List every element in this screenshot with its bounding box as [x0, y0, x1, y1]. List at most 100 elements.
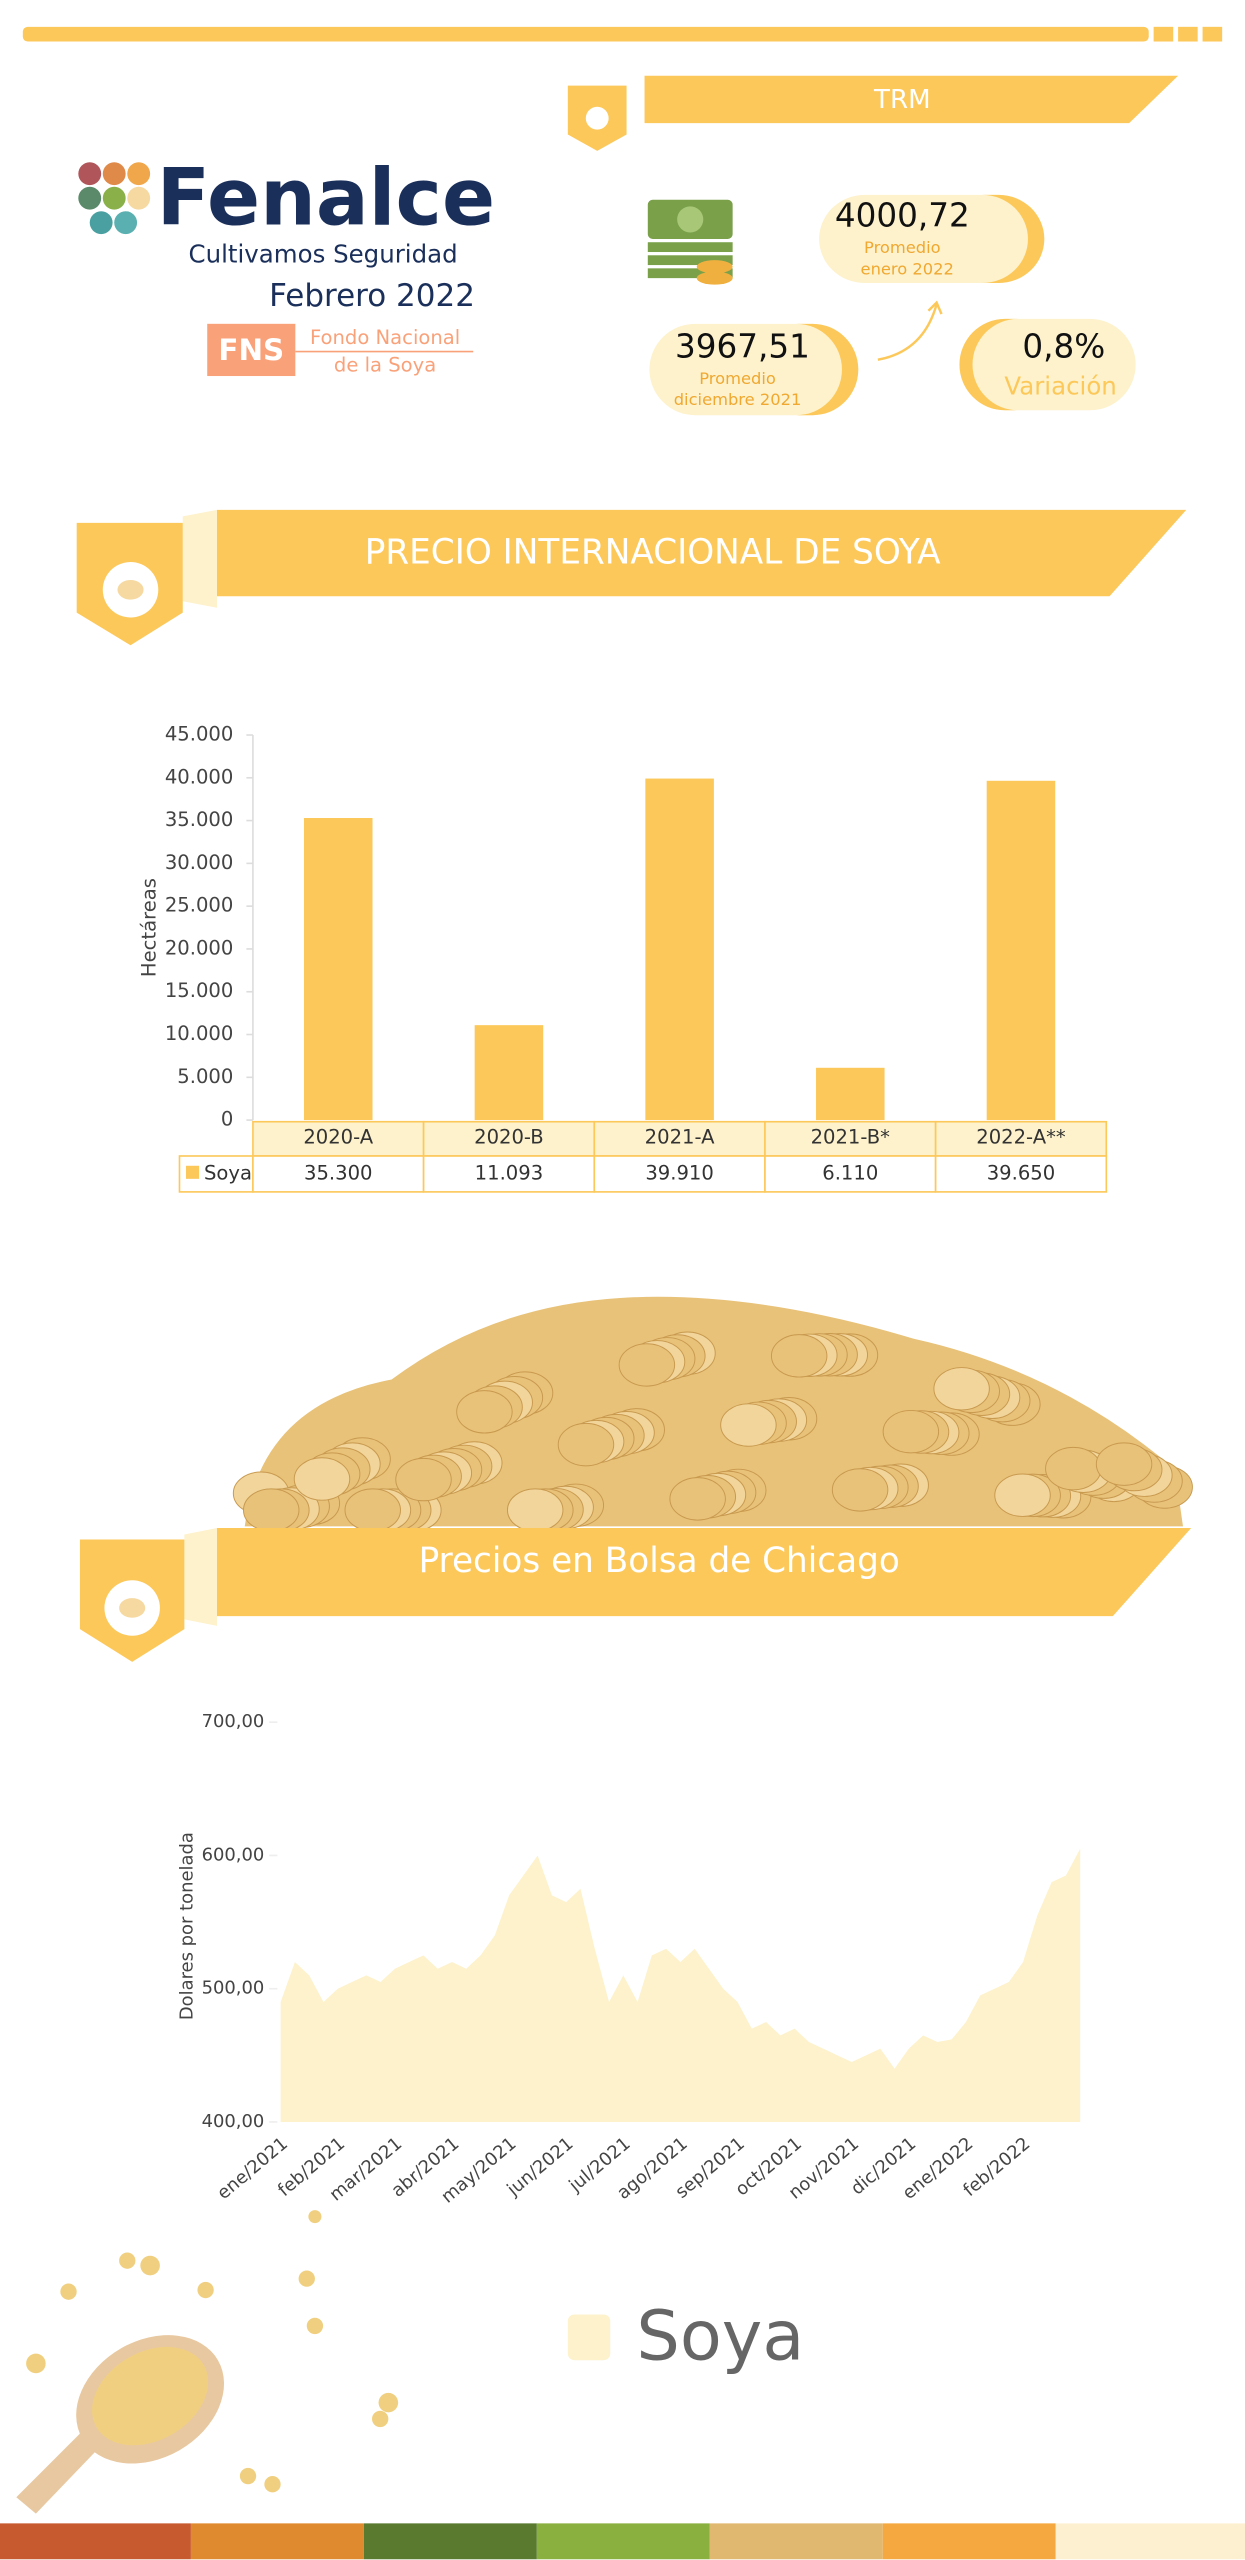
icon [585, 106, 609, 130]
y-tick-label: 500,00 [202, 1978, 265, 1999]
table-cell [764, 1155, 937, 1193]
table-cell [252, 1155, 425, 1193]
y-tick-label: 10.000 [165, 1022, 234, 1045]
y-tick-label: 700,00 [202, 1711, 265, 1732]
bean [669, 1477, 726, 1521]
section-ribbon [217, 1528, 1192, 1617]
trm-current-label: Promedio [864, 238, 941, 257]
y-axis-label: Hectáreas [138, 878, 161, 977]
y-tick-label: 0 [221, 1108, 233, 1131]
x-tick-label: 2021-B* [811, 1126, 891, 1149]
top-bar [1202, 26, 1223, 42]
bottom-stripe [0, 2523, 1245, 2560]
bar [645, 778, 714, 1121]
y-tick-label: 20.000 [165, 936, 234, 959]
bean [395, 1457, 452, 1502]
fns: FNS [218, 333, 284, 367]
trm-title: TRM [873, 85, 931, 115]
fund-name: Fondo Nacional [310, 326, 460, 349]
pill-accent [959, 318, 1019, 411]
value-label: 39.650 [987, 1161, 1056, 1184]
logo [78, 162, 151, 235]
area [280, 1848, 1081, 2122]
table-cell [422, 1120, 596, 1157]
y-tick-label: 15.000 [165, 979, 234, 1002]
date: Febrero 2022 [269, 278, 475, 314]
table-cell [934, 1155, 1108, 1193]
trm-previous: 3967,51 [675, 327, 810, 365]
bean [242, 1488, 300, 1532]
value-label: 6.110 [822, 1161, 878, 1184]
y-tick-label: 400,00 [202, 2111, 265, 2132]
bean [506, 1488, 564, 1532]
table-cell [593, 1155, 766, 1193]
pill-accent [796, 323, 859, 416]
y-tick-label: 600,00 [202, 1844, 265, 1865]
x-tick-label: 2021-A [645, 1126, 715, 1149]
icon [117, 579, 144, 600]
trm-previous-label: diciembre 2021 [674, 390, 802, 409]
fund-name: de la Soya [334, 354, 436, 377]
section-title: Precios en Bolsa de Chicago [419, 1541, 900, 1581]
section-ribbon [217, 509, 1187, 597]
x-tick-label: 2022-A** [976, 1126, 1066, 1149]
legend-label: Soya [204, 1161, 252, 1184]
bean [1045, 1446, 1102, 1491]
legend-swatch [186, 1165, 200, 1179]
bean [882, 1409, 940, 1454]
bean [618, 1343, 676, 1387]
bar [474, 1025, 544, 1121]
bean [994, 1473, 1051, 1517]
value-label: 35.300 [304, 1161, 373, 1184]
trm-previous-label: Promedio [699, 369, 776, 388]
slogan: Cultivamos Seguridad [189, 239, 458, 268]
bean [1095, 1442, 1153, 1486]
top-bar [1178, 26, 1198, 42]
trm-change-label: Variación [1004, 371, 1116, 400]
bean [456, 1390, 513, 1434]
table-cell [252, 1120, 425, 1157]
trm-change: 0,8% [1022, 327, 1105, 365]
y-tick-label: 40.000 [165, 765, 234, 788]
icon [119, 1598, 146, 1618]
x-tick-label: 2020-B [474, 1126, 544, 1149]
y-tick-label: 5.000 [177, 1065, 233, 1088]
trm-current-label: enero 2022 [861, 259, 954, 278]
bean [344, 1488, 401, 1532]
bean [720, 1403, 777, 1447]
bean [770, 1334, 828, 1378]
y-tick-label: 30.000 [165, 851, 234, 874]
y-tick-label: 35.000 [165, 808, 234, 831]
bar [986, 780, 1056, 1121]
legend-label: Soya [636, 2297, 804, 2377]
bar [816, 1067, 885, 1121]
value-label: 11.093 [475, 1161, 544, 1184]
pill [649, 323, 859, 416]
brand: Fenalce [157, 153, 495, 244]
y-tick-label: 25.000 [165, 894, 234, 917]
trm-ribbon [644, 75, 1179, 124]
pill [819, 194, 1045, 284]
bar [303, 818, 373, 1121]
fns-box [207, 323, 296, 377]
bean [933, 1367, 990, 1411]
bean [831, 1468, 889, 1512]
y-axis-label: Dolares por tonelada [177, 1832, 198, 2020]
value-label: 39.910 [645, 1161, 714, 1184]
top-bar [22, 26, 1149, 42]
x-tick-label: 2020-A [303, 1126, 373, 1149]
soy-pile [232, 1296, 1193, 1532]
trm-current: 4000,72 [835, 197, 970, 235]
pill [959, 318, 1136, 411]
arrow [877, 300, 943, 361]
spoon [16, 2210, 399, 2514]
bean [557, 1422, 615, 1467]
money-icon [647, 199, 733, 285]
top-bar [1153, 26, 1174, 42]
ribbon-fold [184, 1528, 218, 1626]
pill-accent [982, 194, 1045, 284]
ribbon-fold [182, 509, 218, 608]
legend-swatch [567, 2314, 611, 2361]
bean [293, 1457, 351, 1501]
